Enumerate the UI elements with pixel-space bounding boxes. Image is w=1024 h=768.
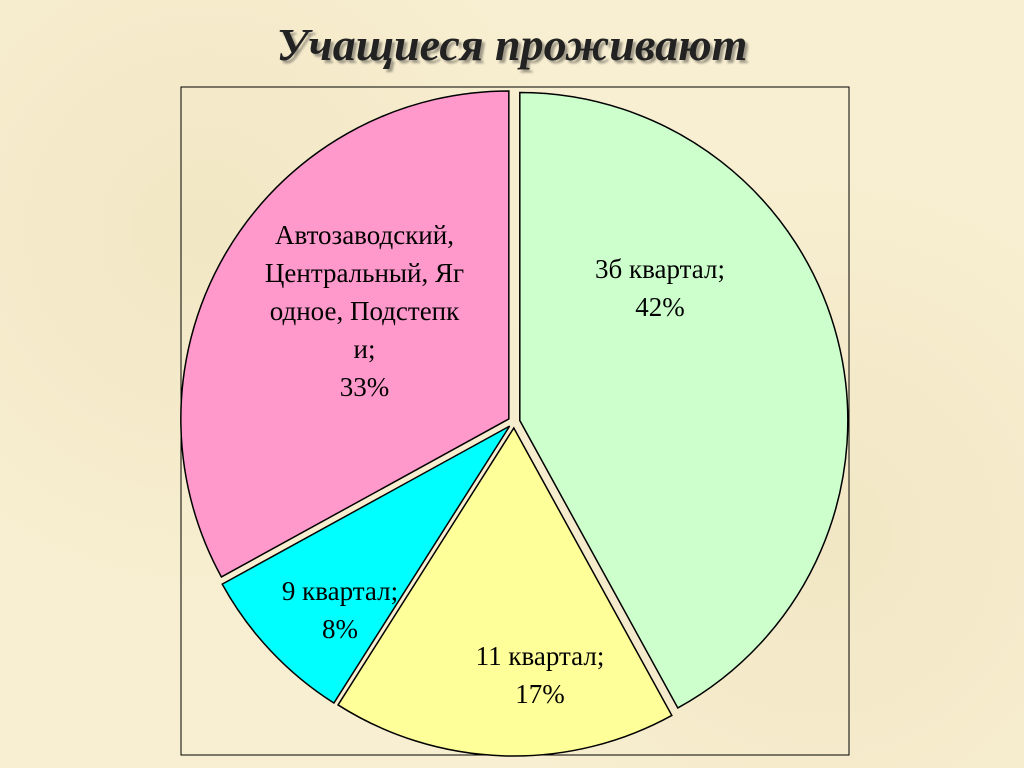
slice-label: 3б квартал; 42% [560,250,760,326]
slice-label: 11 квартал; 17% [440,637,640,713]
value-label: 17% [515,679,565,709]
value-label: 8% [322,614,358,644]
value-label: 33% [339,372,390,402]
category-label: 11 квартал; [475,641,605,671]
value-label: 42% [635,292,685,322]
slice-label: Автозаводский, Центральный, Ягодное, Под… [262,216,467,406]
category-label: 9 квартал; [281,576,399,606]
pie-slice [519,91,849,709]
chart-title: Учащиеся проживают [276,19,748,70]
slice-label: 9 квартал; 8% [240,572,440,648]
category-label: Автозаводский, Центральный, Ягодное, Под… [264,220,465,364]
pie-slice [221,425,511,705]
pie-slice [337,426,673,757]
category-label: 3б квартал; [595,254,725,284]
pie-slice [180,90,510,578]
